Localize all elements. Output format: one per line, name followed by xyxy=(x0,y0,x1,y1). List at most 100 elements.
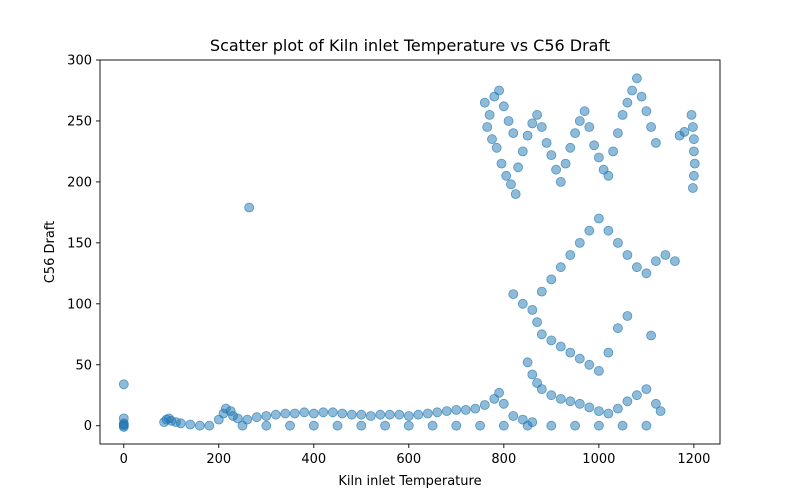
scatter-point xyxy=(608,146,618,157)
scatter-point xyxy=(327,407,338,418)
scatter-point xyxy=(641,106,652,117)
scatter-point xyxy=(646,122,656,132)
scatter-point xyxy=(237,420,248,431)
scatter-point xyxy=(204,420,215,431)
scatter-point xyxy=(632,262,642,273)
scatter-point xyxy=(175,418,186,429)
scatter-point xyxy=(118,379,129,390)
scatter-point xyxy=(285,420,295,431)
scatter-point xyxy=(574,237,585,248)
scatter-point xyxy=(555,393,566,404)
scatter-point xyxy=(641,420,652,431)
scatter-point xyxy=(522,357,533,368)
scatter-point xyxy=(546,335,557,346)
x-tick-label: 200 xyxy=(206,452,231,467)
scatter-point xyxy=(270,409,281,420)
scatter-point xyxy=(594,406,604,417)
scatter-point xyxy=(506,179,516,190)
scatter-point xyxy=(617,110,628,120)
scatter-point xyxy=(574,398,585,409)
scatter-point xyxy=(522,130,533,141)
scatter-point xyxy=(632,73,642,84)
scatter-point xyxy=(636,91,647,102)
scatter-point xyxy=(565,250,576,260)
scatter-point xyxy=(622,250,633,260)
scatter-point xyxy=(584,122,595,132)
scatter-point xyxy=(394,409,405,420)
scatter-point xyxy=(432,407,443,418)
tick-layer: 0 200 400 600 800 1000 1200 0 50 100 150 200 250 300 xyxy=(67,54,710,468)
scatter-point xyxy=(498,420,509,431)
scatter-point xyxy=(594,365,604,376)
scatter-point xyxy=(565,347,576,358)
scatter-point xyxy=(679,126,690,137)
scatter-point xyxy=(655,406,666,417)
scatter-point xyxy=(517,146,528,157)
scatter-point xyxy=(403,411,414,421)
x-tick-label: 1200 xyxy=(677,452,710,467)
scatter-point xyxy=(565,396,576,407)
scatter-point xyxy=(289,408,300,419)
y-tick-label: 300 xyxy=(67,54,92,69)
scatter-point xyxy=(622,97,633,108)
scatter-point xyxy=(261,411,272,421)
scatter-point xyxy=(641,268,652,279)
scatter-point xyxy=(527,118,538,129)
scatter-point xyxy=(475,420,486,431)
scatter-point xyxy=(560,158,571,169)
scatter-point xyxy=(403,420,414,431)
scatter-point xyxy=(532,317,542,328)
scatter-point xyxy=(375,409,386,420)
scatter-point xyxy=(244,202,255,213)
scatter-point xyxy=(536,384,547,395)
scatter-point xyxy=(594,152,604,163)
scatter-point xyxy=(380,420,391,431)
scatter-point xyxy=(689,158,700,169)
x-tick-label: 400 xyxy=(301,452,326,467)
scatter-point xyxy=(570,128,580,139)
scatter-point xyxy=(494,85,505,96)
scatter-point xyxy=(498,398,509,409)
scatter-point xyxy=(541,137,552,148)
scatter-point xyxy=(491,142,502,153)
scatter-point xyxy=(280,408,291,419)
scatter-point xyxy=(451,420,462,431)
scatter-point xyxy=(617,420,628,431)
x-tick-label: 800 xyxy=(491,452,516,467)
scatter-point xyxy=(508,128,519,139)
scatter-point xyxy=(479,400,490,410)
scatter-point xyxy=(613,237,623,248)
scatter-point xyxy=(413,409,424,420)
scatter-point xyxy=(627,85,637,96)
scatter-point xyxy=(584,359,595,370)
scatter-point xyxy=(422,408,433,419)
scatter-point xyxy=(536,122,547,132)
y-tick-label: 250 xyxy=(67,114,92,129)
scatter-point xyxy=(261,420,272,431)
scatter-point xyxy=(365,411,376,421)
scatter-point xyxy=(482,122,493,132)
scatter-point xyxy=(517,414,528,425)
scatter-point xyxy=(651,256,661,267)
scatter-point xyxy=(356,420,367,431)
scatter-point xyxy=(686,110,697,120)
scatter-point xyxy=(487,134,497,145)
scatter-point xyxy=(498,101,509,112)
scatter-point xyxy=(460,404,471,415)
y-tick-label: 100 xyxy=(67,297,92,312)
scatter-point xyxy=(689,134,699,145)
x-axis-label: Kiln inlet Temperature xyxy=(338,474,481,489)
scatter-point xyxy=(508,411,519,421)
scatter-point xyxy=(646,330,656,341)
scatter-point xyxy=(517,298,528,309)
y-tick-label: 0 xyxy=(84,419,92,434)
scatter-point xyxy=(308,408,319,419)
plot-area-frame xyxy=(99,59,721,445)
scatter-point xyxy=(496,158,507,169)
scatter-point xyxy=(570,420,580,431)
scatter-point xyxy=(613,128,623,139)
scatter-point xyxy=(589,140,599,151)
scatter-point xyxy=(584,225,595,236)
scatter-point xyxy=(603,225,614,236)
